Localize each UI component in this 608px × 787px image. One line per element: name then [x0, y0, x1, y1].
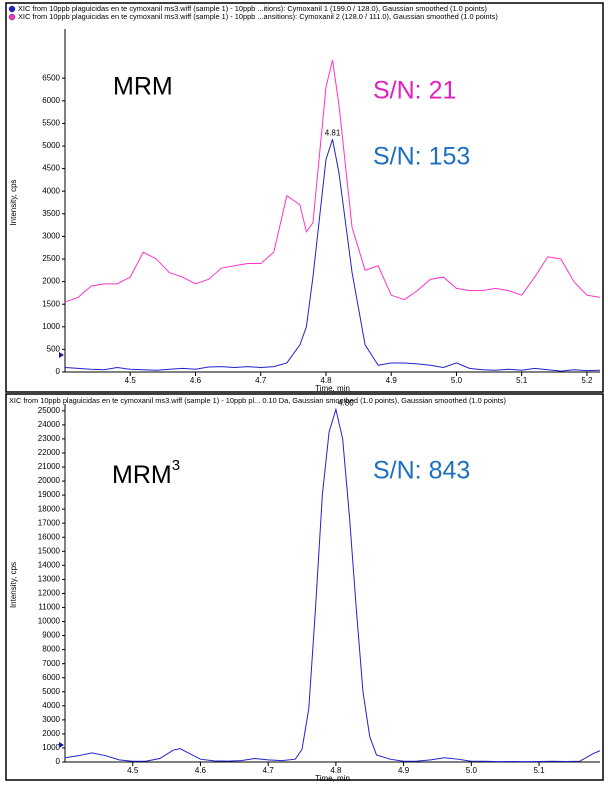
legend-entry: XIC from 10ppb plaguicidas en te cymoxan…: [18, 4, 487, 13]
y-tick-label: 19000: [38, 490, 61, 499]
series-line: [64, 407, 601, 763]
y-axis-label: Intensity, cps: [9, 179, 18, 225]
x-tick-label: 4.5: [127, 766, 139, 775]
y-tick-label: 3000: [42, 715, 60, 724]
y-tick-label: 4500: [42, 164, 60, 173]
panel-frame: [5, 2, 604, 393]
annotation: S/N: 153: [373, 143, 470, 171]
y-tick-label: 2500: [42, 254, 60, 263]
y-tick-label: 15000: [38, 546, 61, 555]
x-tick-label: 5.1: [516, 376, 528, 385]
annotation: MRM3: [112, 457, 180, 489]
y-tick-label: 24000: [38, 420, 61, 429]
y-tick-label: 1500: [42, 299, 60, 308]
y-tick-label: 11000: [38, 603, 60, 612]
y-tick-label: 20000: [38, 476, 61, 485]
annotation-superscript: 3: [172, 457, 180, 474]
x-tick-label: 4.5: [125, 376, 137, 385]
x-tick-label: 4.8: [330, 766, 342, 775]
x-tick-label: 4.7: [263, 766, 275, 775]
y-tick-label: 3000: [42, 232, 60, 241]
y-tick-label: 5000: [42, 141, 60, 150]
y-tick-label: 5000: [42, 687, 60, 696]
y-tick-label: 7000: [42, 659, 60, 668]
y-tick-label: 0: [56, 757, 61, 766]
y-tick-label: 9000: [42, 631, 60, 640]
legend-entry: XIC from 10ppb plaguicidas en te cymoxan…: [9, 396, 506, 405]
y-tick-label: 6500: [42, 73, 60, 82]
annotation: MRM: [113, 73, 173, 101]
series-line: [64, 60, 601, 303]
x-tick-label: 5.2: [581, 376, 593, 385]
y-axis-label: Intensity, cps: [9, 562, 18, 608]
y-tick-label: 6000: [42, 96, 60, 105]
annotation: S/N: 21: [373, 77, 456, 105]
series-line: [64, 139, 601, 372]
x-tick-label: 4.8: [320, 376, 332, 385]
y-tick-label: 6000: [42, 673, 60, 682]
x-axis-label: Time, min: [315, 774, 350, 783]
panel-frame: [5, 393, 604, 781]
x-tick-label: 4.9: [398, 766, 410, 775]
legend-marker: [8, 13, 16, 21]
x-tick-label: 4.6: [190, 376, 202, 385]
y-tick-label: 2000: [42, 277, 60, 286]
y-tick-label: 13000: [38, 574, 61, 583]
x-tick-label: 5.0: [451, 376, 463, 385]
y-tick-label: 5500: [42, 119, 60, 128]
y-tick-label: 22000: [38, 448, 61, 457]
y-tick-label: 4000: [42, 186, 60, 195]
x-tick-label: 5.0: [466, 766, 478, 775]
peak-label: 4.80: [338, 399, 354, 408]
y-tick-label: 1000: [42, 322, 60, 331]
x-tick-label: 4.9: [386, 376, 398, 385]
y-tick-label: 10000: [38, 617, 61, 626]
x-tick-label: 4.7: [255, 376, 267, 385]
y-tick-label: 25000: [38, 406, 61, 415]
x-tick-label: 5.1: [533, 766, 545, 775]
y-tick-label: 500: [47, 345, 61, 354]
y-tick-label: 0: [56, 367, 61, 376]
x-axis-label: Time, min: [315, 384, 350, 393]
axis-arrow: [59, 352, 64, 358]
y-tick-label: 17000: [38, 518, 61, 527]
annotation: MRM: [112, 461, 172, 489]
y-tick-label: 16000: [38, 532, 61, 541]
y-tick-label: 4000: [42, 701, 60, 710]
peak-label: 4.81: [325, 128, 341, 137]
y-tick-label: 12000: [38, 589, 61, 598]
y-tick-label: 8000: [42, 645, 60, 654]
axis-arrow: [59, 742, 64, 748]
legend-entry: XIC from 10ppb plaguicidas en te cymoxan…: [18, 12, 498, 21]
y-tick-label: 14000: [38, 560, 61, 569]
y-tick-label: 1000: [42, 743, 60, 752]
annotation: S/N: 843: [373, 457, 470, 485]
y-tick-label: 23000: [38, 434, 61, 443]
y-tick-label: 21000: [38, 462, 61, 471]
y-tick-label: 18000: [38, 504, 61, 513]
legend-marker: [8, 5, 16, 13]
y-tick-label: 3500: [42, 209, 60, 218]
y-tick-label: 2000: [42, 729, 60, 738]
x-tick-label: 4.6: [195, 766, 207, 775]
